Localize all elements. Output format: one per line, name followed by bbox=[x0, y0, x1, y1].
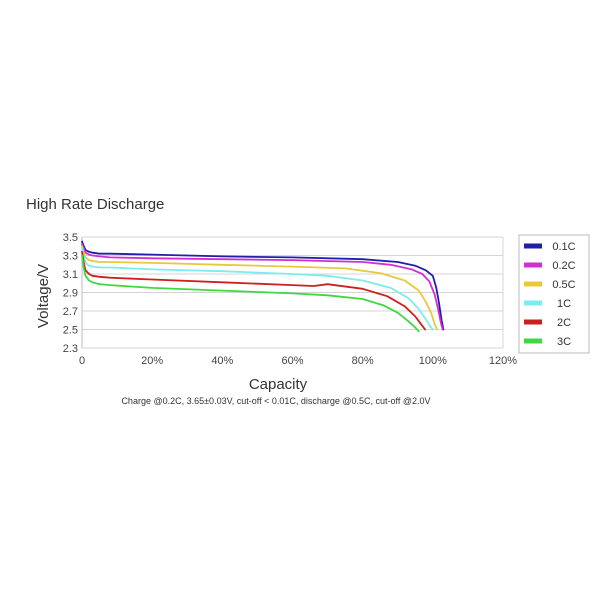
y-tick-label: 2.9 bbox=[63, 288, 78, 300]
y-axis-label: Voltage/V bbox=[35, 264, 52, 328]
legend-swatch bbox=[524, 262, 542, 268]
y-tick-label: 2.5 bbox=[63, 325, 78, 337]
series-line-2C bbox=[81, 250, 427, 331]
legend-swatch bbox=[524, 319, 542, 325]
series-line-3C bbox=[81, 254, 420, 333]
x-tick-label: 100% bbox=[419, 355, 447, 367]
legend-swatch bbox=[524, 338, 542, 344]
legend-label: 0.2C bbox=[552, 260, 575, 272]
legend-label: 2C bbox=[557, 317, 571, 329]
legend-label: 3C bbox=[557, 336, 571, 348]
x-axis-label: Capacity bbox=[249, 376, 308, 393]
chart-title: High Rate Discharge bbox=[26, 196, 165, 213]
series-line-0_2C bbox=[81, 243, 444, 331]
x-tick-label: 40% bbox=[211, 355, 233, 367]
series-line-0_5C bbox=[81, 245, 438, 331]
series-line-1C bbox=[81, 247, 434, 331]
y-tick-label: 2.3 bbox=[63, 343, 78, 355]
x-tick-label: 0 bbox=[79, 355, 85, 367]
x-tick-label: 120% bbox=[489, 355, 517, 367]
series-line-0_1C bbox=[81, 240, 445, 331]
legend-swatch bbox=[524, 281, 542, 287]
x-tick-label: 80% bbox=[352, 355, 374, 367]
legend-swatch bbox=[524, 300, 542, 306]
legend: 0.1C 0.2C 0.5C 1C 2C 3C bbox=[518, 234, 590, 354]
legend-label: 0.1C bbox=[552, 241, 575, 253]
series-lines bbox=[81, 240, 445, 333]
y-tick-label: 2.7 bbox=[63, 306, 78, 318]
legend-swatch bbox=[524, 243, 542, 249]
legend-label: 1C bbox=[557, 298, 571, 310]
x-tick-label: 20% bbox=[141, 355, 163, 367]
chart-caption: Charge @0.2C, 3.65±0.03V, cut-off < 0.01… bbox=[121, 396, 430, 406]
legend-label: 0.5C bbox=[552, 279, 575, 291]
y-tick-label: 3.5 bbox=[63, 232, 78, 244]
y-tick-label: 3.3 bbox=[63, 251, 78, 263]
y-tick-label: 3.1 bbox=[63, 269, 78, 281]
x-tick-label: 60% bbox=[281, 355, 303, 367]
legend-border bbox=[518, 234, 590, 354]
axis-ticks: 2.3 2.5 2.7 2.9 3.1 3.3 3.5 0 20% 40% 60% 80% 100% 12… bbox=[63, 232, 518, 367]
